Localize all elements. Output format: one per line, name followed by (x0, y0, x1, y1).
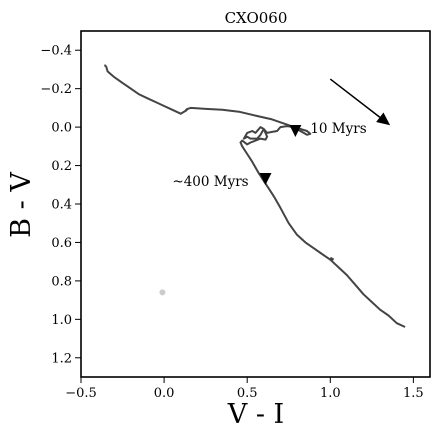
y-tick-label-7: 1.0 (51, 313, 72, 328)
plot-area: 10 Myrs ~400 Myrs (104, 64, 406, 328)
x-tick-label-1: 0.0 (154, 386, 175, 401)
y-tick-label-2: 0.0 (51, 121, 72, 136)
x-axis: −0.5 0.0 0.5 1.0 1.5 (65, 377, 424, 401)
faint-point-0 (159, 289, 166, 296)
y-tick-label-1: −0.2 (40, 82, 72, 97)
annotation-0: 10 Myrs (310, 121, 366, 137)
y-tick-label-3: 0.2 (51, 159, 72, 174)
track-segment-0-2 (329, 256, 335, 261)
y-tick-label-6: 0.8 (51, 274, 72, 289)
plot-frame (80, 30, 431, 378)
x-tick-label-2: 0.5 (237, 386, 258, 401)
y-tick-label-5: 0.6 (51, 236, 72, 251)
y-tick-label-4: 0.4 (51, 198, 72, 213)
y-axis-label: B - V (6, 172, 37, 238)
y-tick-label-0: −0.4 (40, 44, 72, 59)
age-marker-0 (289, 124, 302, 137)
y-axis: −0.4 −0.2 0.0 0.2 0.4 0.6 0.8 1.0 1.2 (40, 44, 81, 366)
age-marker-1 (259, 173, 272, 186)
y-tick-label-8: 1.2 (51, 351, 72, 366)
x-tick-label-0: −0.5 (65, 386, 97, 401)
reddening-arrow-shaft (329, 78, 381, 118)
x-axis-label: V - I (227, 399, 284, 430)
isochrone-track-0 (104, 65, 406, 328)
chart-title: CXO060 (225, 9, 288, 27)
x-tick-label-4: 1.5 (403, 386, 424, 401)
reddening-arrow-head (376, 112, 391, 126)
x-tick-label-3: 1.0 (320, 386, 341, 401)
annotation-1: ~400 Myrs (172, 174, 248, 190)
track-segment-0-1 (184, 108, 189, 112)
